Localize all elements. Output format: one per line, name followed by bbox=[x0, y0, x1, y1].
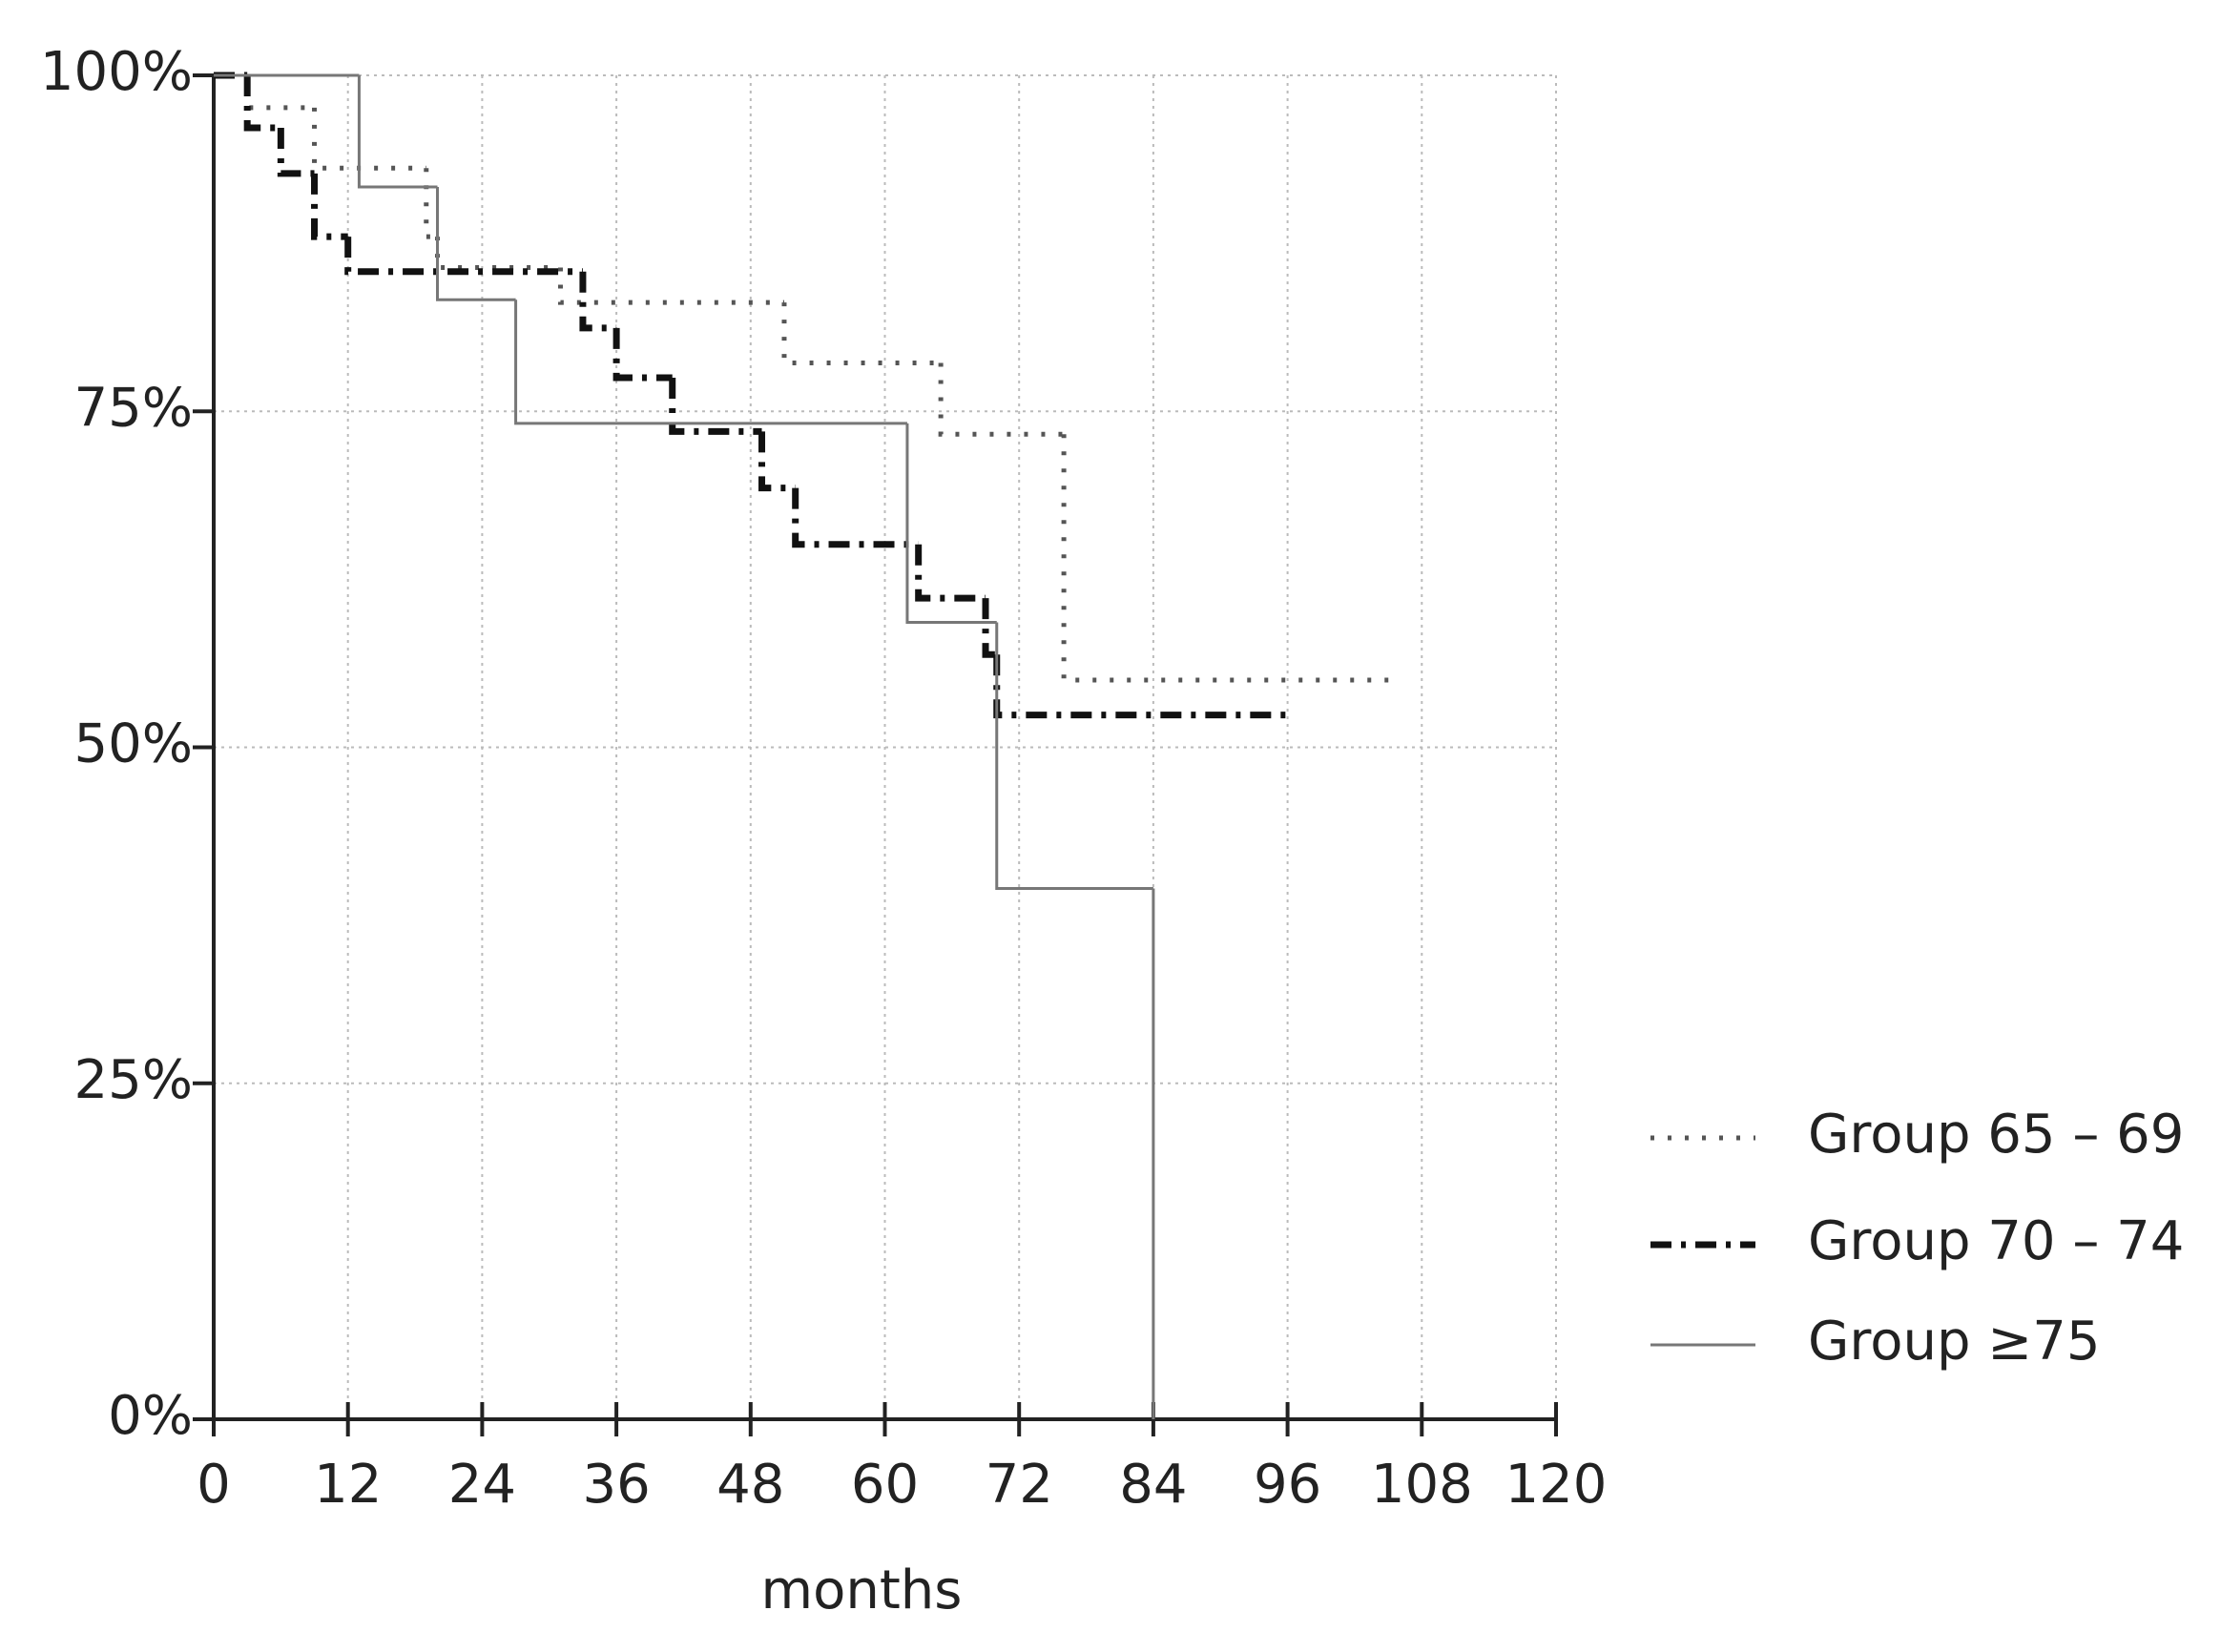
y-tick-label: 0% bbox=[108, 1385, 193, 1447]
x-tick-label: 84 bbox=[1119, 1454, 1187, 1516]
survival-step bbox=[758, 431, 796, 492]
x-tick-label: 60 bbox=[851, 1454, 919, 1516]
survival-step bbox=[982, 598, 997, 658]
x-tick-label: 12 bbox=[314, 1454, 382, 1516]
survival-step bbox=[435, 237, 561, 270]
legend-label: Group ≥75 bbox=[1808, 1311, 2100, 1373]
survival-step bbox=[424, 168, 438, 239]
survival-step bbox=[781, 302, 942, 366]
survival-step bbox=[938, 362, 1065, 437]
survival-step bbox=[244, 75, 315, 111]
legend-label: Group 65 – 69 bbox=[1808, 1104, 2184, 1166]
survival-step bbox=[243, 75, 281, 132]
x-axis-label: months bbox=[761, 1559, 963, 1621]
survival-step bbox=[792, 487, 919, 548]
y-tick-label: 50% bbox=[74, 713, 193, 775]
survival-step bbox=[344, 237, 583, 276]
survival-step bbox=[514, 299, 907, 425]
survival-step bbox=[993, 654, 1288, 719]
survival-step bbox=[579, 271, 617, 332]
x-tick-label: 24 bbox=[448, 1454, 516, 1516]
legend-label: Group 70 – 74 bbox=[1808, 1210, 2184, 1272]
survival-step bbox=[905, 423, 997, 624]
survival-step bbox=[1061, 434, 1400, 683]
x-tick-label: 96 bbox=[1254, 1454, 1321, 1516]
survival-step bbox=[915, 544, 986, 602]
y-tick-label: 75% bbox=[74, 377, 193, 439]
y-tick-label: 25% bbox=[74, 1049, 193, 1111]
x-tick-label: 36 bbox=[582, 1454, 650, 1516]
survival-step bbox=[612, 327, 673, 382]
x-tick-label: 108 bbox=[1371, 1454, 1473, 1516]
survival-step bbox=[436, 186, 516, 301]
x-tick-label: 120 bbox=[1505, 1454, 1608, 1516]
survival-step bbox=[312, 107, 426, 171]
x-tick-label: 0 bbox=[197, 1454, 231, 1516]
x-tick-label: 72 bbox=[986, 1454, 1053, 1516]
survival-step bbox=[277, 127, 315, 177]
y-tick-label: 100% bbox=[40, 41, 193, 103]
survival-step bbox=[357, 75, 438, 189]
x-tick-label: 48 bbox=[716, 1454, 784, 1516]
survival-step bbox=[995, 622, 1153, 890]
survival-step bbox=[669, 378, 762, 435]
survival-step bbox=[557, 267, 784, 305]
survival-step bbox=[311, 173, 348, 240]
